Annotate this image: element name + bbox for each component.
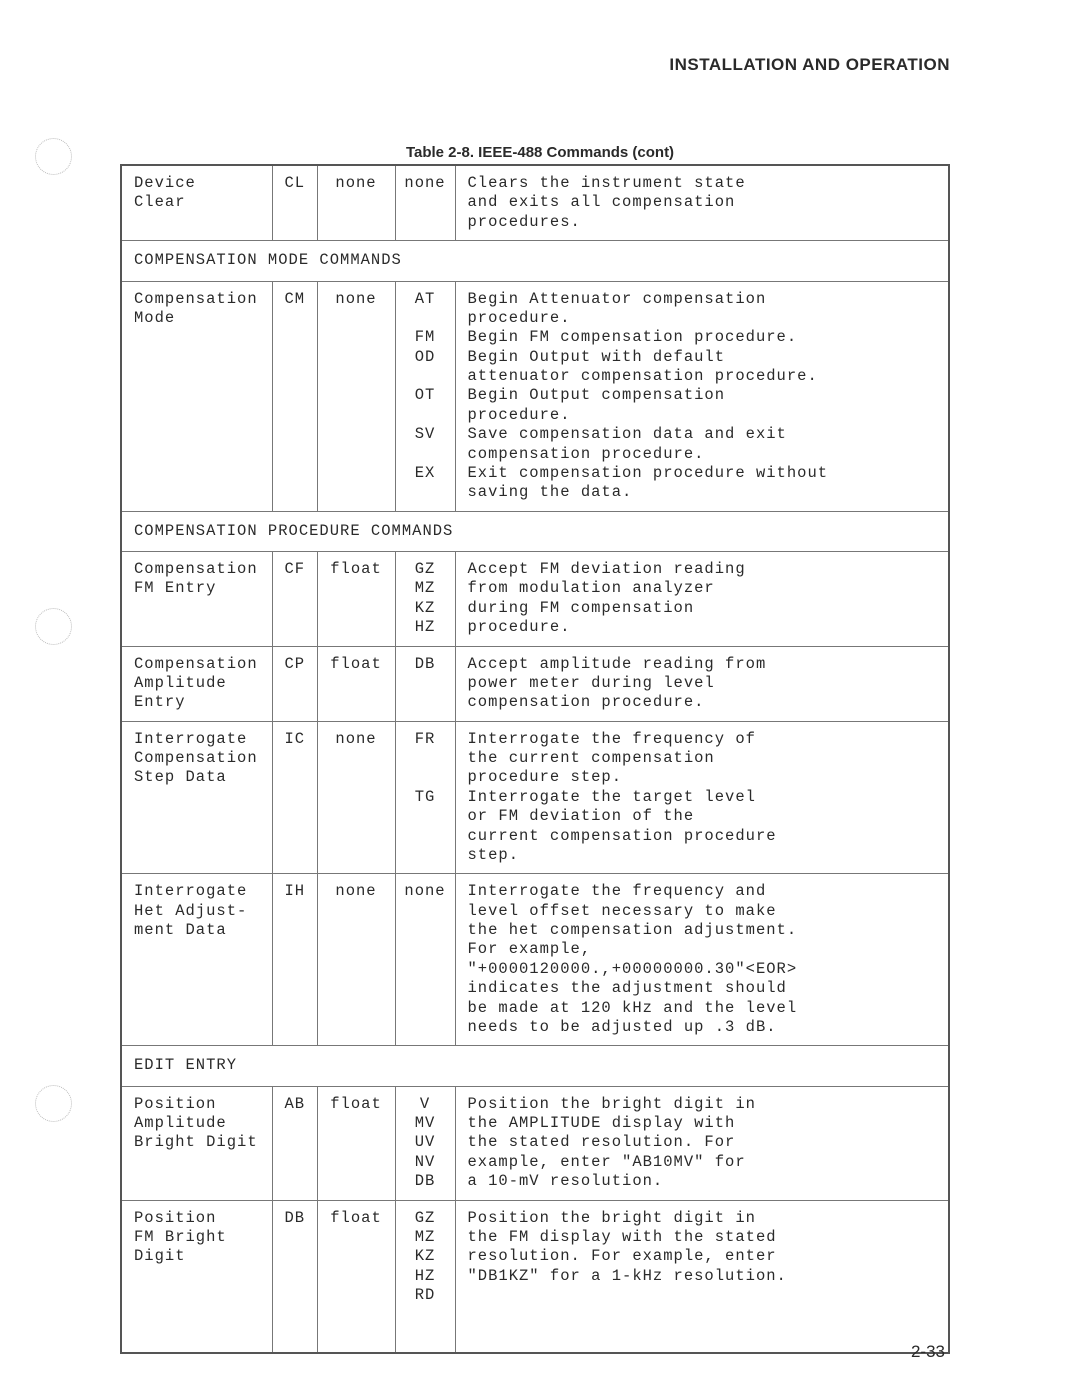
table-row: EDIT ENTRY	[122, 1046, 948, 1086]
suffixes: AT FMOD OT SV EX	[395, 281, 455, 511]
argument: float	[317, 1086, 395, 1200]
page-number: 2-33	[911, 1342, 945, 1362]
description: Position the bright digit inthe AMPLITUD…	[455, 1086, 948, 1200]
command-name: CompensationFM Entry	[122, 552, 272, 647]
suffixes: GZMZKZHZ	[395, 552, 455, 647]
argument: float	[317, 1200, 395, 1352]
argument: none	[317, 721, 395, 874]
suffixes: FR TG	[395, 721, 455, 874]
suffixes: none	[395, 874, 455, 1046]
table-row: DeviceClearCLnonenoneClears the instrume…	[122, 166, 948, 241]
suffixes: VMVUVNVDB	[395, 1086, 455, 1200]
description: Begin Attenuator compensationprocedure.B…	[455, 281, 948, 511]
table-row: PositionFM BrightDigitDBfloatGZMZKZHZRD …	[122, 1200, 948, 1352]
suffixes: none	[395, 166, 455, 241]
description: Interrogate the frequency ofthe current …	[455, 721, 948, 874]
mnemonic: CL	[272, 166, 317, 241]
mnemonic: AB	[272, 1086, 317, 1200]
mnemonic: CM	[272, 281, 317, 511]
table-row: InterrogateHet Adjust-ment DataIHnonenon…	[122, 874, 948, 1046]
description: Accept amplitude reading frompower meter…	[455, 646, 948, 721]
table-row: InterrogateCompensationStep DataICnoneFR…	[122, 721, 948, 874]
commands-table: DeviceClearCLnonenoneClears the instrume…	[120, 164, 950, 1354]
command-name: DeviceClear	[122, 166, 272, 241]
description: Position the bright digit inthe FM displ…	[455, 1200, 948, 1352]
argument: none	[317, 874, 395, 1046]
command-name: InterrogateCompensationStep Data	[122, 721, 272, 874]
punch-hole	[35, 608, 72, 645]
command-name: PositionFM BrightDigit	[122, 1200, 272, 1352]
table-row: COMPENSATION PROCEDURE COMMANDS	[122, 511, 948, 551]
command-name: InterrogateHet Adjust-ment Data	[122, 874, 272, 1046]
section-header: INSTALLATION AND OPERATION	[669, 55, 950, 75]
section-label: COMPENSATION PROCEDURE COMMANDS	[122, 511, 948, 551]
command-name: CompensationMode	[122, 281, 272, 511]
table-row: CompensationModeCMnoneAT FMOD OT SV EXBe…	[122, 281, 948, 511]
mnemonic: CF	[272, 552, 317, 647]
mnemonic: DB	[272, 1200, 317, 1352]
suffixes: GZMZKZHZRD	[395, 1200, 455, 1352]
description: Interrogate the frequency andlevel offse…	[455, 874, 948, 1046]
table-row: CompensationFM EntryCFfloatGZMZKZHZAccep…	[122, 552, 948, 647]
command-name: PositionAmplitudeBright Digit	[122, 1086, 272, 1200]
argument: none	[317, 281, 395, 511]
argument: float	[317, 552, 395, 647]
mnemonic: CP	[272, 646, 317, 721]
punch-hole	[35, 1085, 72, 1122]
argument: float	[317, 646, 395, 721]
argument: none	[317, 166, 395, 241]
mnemonic: IH	[272, 874, 317, 1046]
description: Accept FM deviation readingfrom modulati…	[455, 552, 948, 647]
table-row: COMPENSATION MODE COMMANDS	[122, 241, 948, 281]
table-caption: Table 2-8. IEEE-488 Commands (cont)	[0, 144, 1080, 161]
description: Clears the instrument stateand exits all…	[455, 166, 948, 241]
suffixes: DB	[395, 646, 455, 721]
table-row: CompensationAmplitudeEntryCPfloatDBAccep…	[122, 646, 948, 721]
table-row: PositionAmplitudeBright DigitABfloatVMVU…	[122, 1086, 948, 1200]
section-label: COMPENSATION MODE COMMANDS	[122, 241, 948, 281]
mnemonic: IC	[272, 721, 317, 874]
section-label: EDIT ENTRY	[122, 1046, 948, 1086]
page: INSTALLATION AND OPERATION Table 2-8. IE…	[0, 0, 1080, 1397]
command-name: CompensationAmplitudeEntry	[122, 646, 272, 721]
